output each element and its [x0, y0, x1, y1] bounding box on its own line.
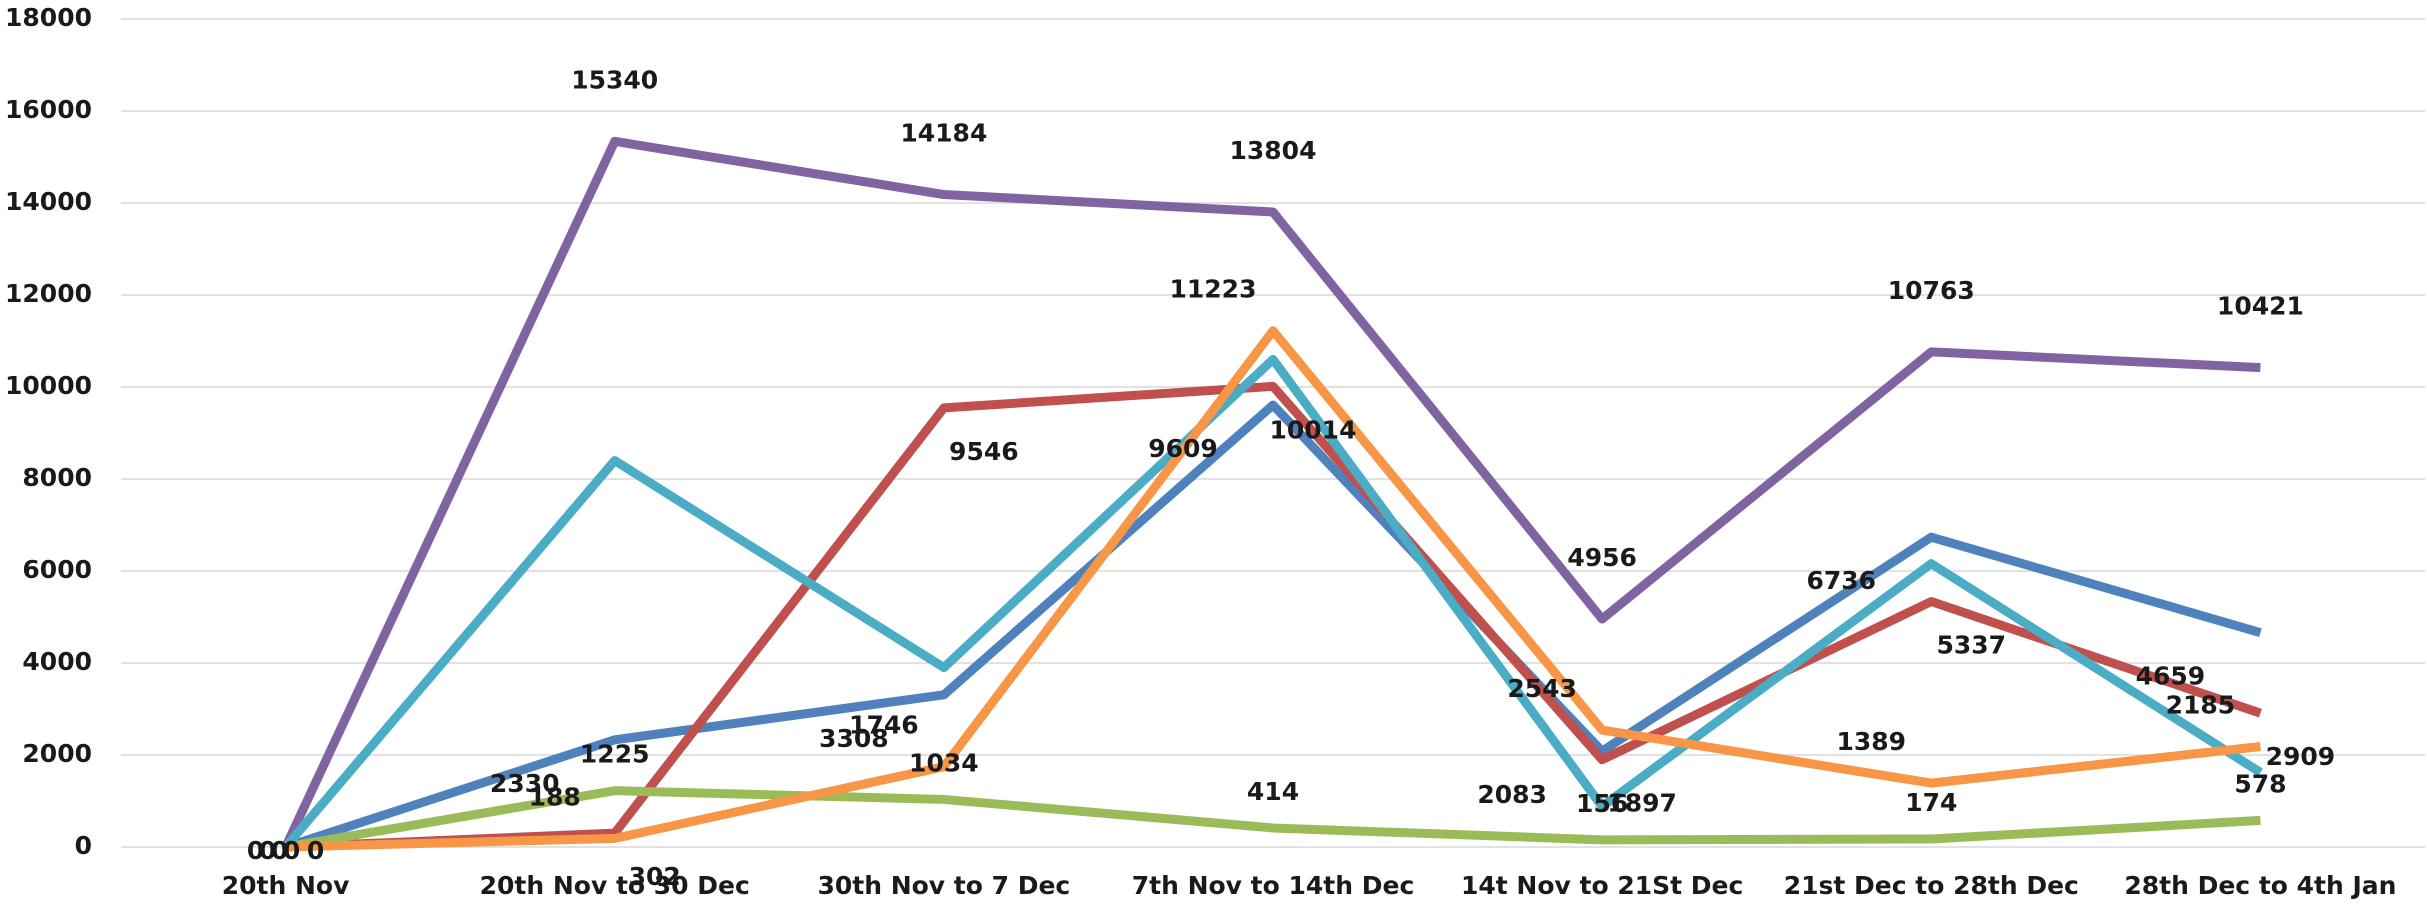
- data-label: 3308: [819, 724, 889, 753]
- data-label: 11223: [1170, 275, 1257, 304]
- data-label: 0: [247, 836, 264, 865]
- data-label: 174: [1905, 788, 1957, 817]
- data-label: 2330: [490, 769, 560, 798]
- series-line: [281, 136, 2261, 849]
- y-tick-label: 18000: [5, 3, 92, 32]
- data-label: 188: [529, 782, 581, 811]
- y-tick-label: 6000: [22, 555, 92, 584]
- data-label: 1897: [1607, 789, 1677, 818]
- data-label: 6736: [1806, 566, 1876, 595]
- series-line: [284, 786, 2261, 852]
- x-tick-label: 28th Dec to 4th Jan: [2124, 871, 2396, 900]
- data-label: 9546: [949, 437, 1019, 466]
- data-label: 414: [1247, 777, 1299, 806]
- data-label: 1225: [580, 740, 650, 769]
- data-label: 10421: [2217, 292, 2304, 321]
- y-tick-label: 4000: [22, 647, 92, 676]
- data-label: 15340: [571, 65, 658, 94]
- series-line: [285, 381, 2262, 852]
- data-label: 10014: [1270, 415, 1357, 444]
- series-line: [282, 354, 2263, 850]
- y-tick-label: 10000: [5, 371, 92, 400]
- data-label: 1389: [1836, 727, 1906, 756]
- data-label: 1034: [909, 748, 979, 777]
- data-label: 2543: [1507, 674, 1577, 703]
- x-tick-label: 30th Nov to 7 Dec: [817, 871, 1070, 900]
- y-tick-label: 12000: [5, 279, 92, 308]
- x-tick-label: 20th Nov to 30 Dec: [480, 871, 750, 900]
- series-line: [285, 326, 2261, 852]
- x-tick-label: 7th Nov to 14th Dec: [1132, 871, 1415, 900]
- data-label: 2185: [2166, 690, 2236, 719]
- data-label: 1746: [849, 711, 919, 740]
- x-tick-label: 21st Dec to 28th Dec: [1784, 871, 2079, 900]
- y-tick-label: 0: [75, 831, 92, 860]
- data-label: 0: [271, 836, 288, 865]
- y-tick-label: 8000: [22, 463, 92, 492]
- data-label: 4956: [1567, 543, 1637, 572]
- data-label: 0: [259, 836, 276, 865]
- y-tick-label: 2000: [22, 739, 92, 768]
- data-label: 13804: [1230, 136, 1317, 165]
- series-line: [284, 400, 2262, 852]
- data-label: 9609: [1148, 434, 1218, 463]
- x-tick-label: 20th Nov: [222, 871, 350, 900]
- data-label: 14184: [900, 119, 987, 148]
- y-tick-label: 14000: [5, 187, 92, 216]
- data-label: 10763: [1888, 276, 1975, 305]
- data-label: 2909: [2266, 742, 2336, 771]
- data-label: 2083: [1477, 780, 1547, 809]
- data-label: 302: [629, 862, 681, 891]
- data-label: 0: [283, 836, 300, 865]
- data-label: 4659: [2136, 662, 2206, 691]
- data-label: 0: [307, 836, 324, 865]
- y-tick-label: 16000: [5, 95, 92, 124]
- data-label: 156: [1576, 789, 1628, 818]
- data-label: 5337: [1936, 630, 2006, 659]
- x-tick-label: 14t Nov to 21St Dec: [1461, 871, 1743, 900]
- data-label: 578: [2234, 769, 2286, 798]
